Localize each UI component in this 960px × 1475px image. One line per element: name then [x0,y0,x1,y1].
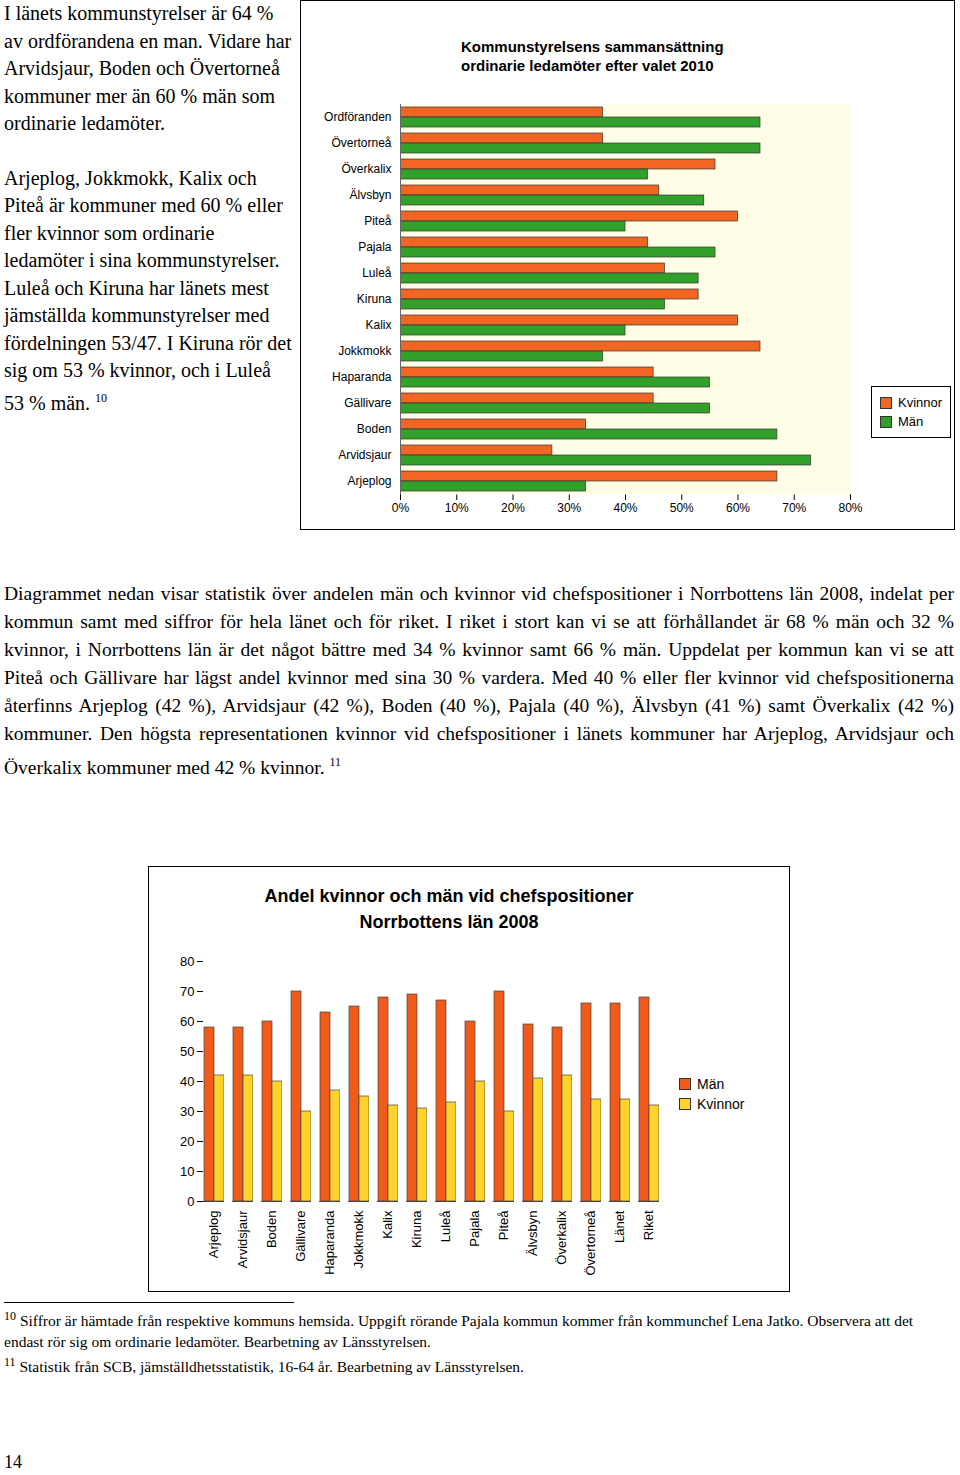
svg-text:Arjeplog: Arjeplog [206,1211,221,1259]
svg-text:30: 30 [180,1104,194,1119]
svg-text:Gällivare: Gällivare [344,396,392,410]
svg-text:Kalix: Kalix [380,1210,395,1239]
svg-text:0%: 0% [392,501,410,515]
svg-text:Piteå: Piteå [364,214,392,228]
svg-text:Luleå: Luleå [438,1210,453,1243]
svg-text:Övertorneå: Övertorneå [583,1210,598,1276]
svg-text:Jokkmokk: Jokkmokk [351,1210,366,1268]
html-text:Kvinnor: Kvinnor [697,1096,745,1112]
html-text:10Siffror är hämtade från resp: 10Siffror är hämtade från respektive kom… [4,1309,914,1351]
svg-text:Ordföranden: Ordföranden [324,110,391,124]
svg-text:Övertorneå: Övertorneå [331,136,391,150]
html-text:14: 14 [4,1452,22,1472]
svg-text:0: 0 [187,1194,194,1209]
svg-text:50%: 50% [670,501,694,515]
svg-text:10: 10 [180,1164,194,1179]
svg-text:Arvidsjaur: Arvidsjaur [235,1210,250,1268]
svg-text:Länet: Länet [612,1210,627,1243]
html-text:11Statistik från SCB, jämställ: 11Statistik från SCB, jämställdhetsstati… [4,1355,524,1376]
svg-text:Kiruna: Kiruna [357,292,392,306]
svg-text:Riket: Riket [641,1210,656,1240]
svg-text:10%: 10% [445,501,469,515]
svg-text:60: 60 [180,1014,194,1029]
svg-text:50: 50 [180,1044,194,1059]
html-text:I länets kommunstyrelser är 64: I länets kommunstyrelser är 64 % av ordf… [4,2,292,134]
svg-text:40: 40 [180,1074,194,1089]
html-text:Kommunstyrelsens sammansättnin: Kommunstyrelsens sammansättning ordinari… [461,38,724,74]
svg-text:Älvsbyn: Älvsbyn [349,188,391,202]
svg-text:Piteå: Piteå [496,1210,511,1240]
svg-text:80%: 80% [838,501,862,515]
html-text:Män: Män [898,414,924,429]
svg-text:70: 70 [180,984,194,999]
svg-text:Pajala: Pajala [358,240,392,254]
html-text:Män: Män [697,1076,725,1092]
svg-text:Haparanda: Haparanda [322,1210,337,1275]
svg-text:Överkalix: Överkalix [554,1210,569,1265]
svg-text:Kiruna: Kiruna [409,1210,424,1248]
svg-text:Jokkmokk: Jokkmokk [338,344,392,358]
svg-text:Boden: Boden [264,1211,279,1249]
svg-text:30%: 30% [557,501,581,515]
svg-text:Haparanda: Haparanda [332,370,392,384]
html-text:Arjeplog, Jokkmokk, Kalix och: Arjeplog, Jokkmokk, Kalix och Piteå är k… [4,166,292,414]
svg-text:Arvidsjaur: Arvidsjaur [338,448,391,462]
svg-text:40%: 40% [613,501,637,515]
svg-text:Överkalix: Överkalix [341,162,391,176]
svg-text:80: 80 [180,954,194,969]
svg-text:Gällivare: Gällivare [293,1211,308,1262]
html-text:Diagrammet nedan visar statist: Diagrammet nedan visar statistik över an… [4,583,954,778]
svg-text:Boden: Boden [357,422,392,436]
svg-text:Kalix: Kalix [365,318,391,332]
svg-text:60%: 60% [726,501,750,515]
svg-text:Älvsbyn: Älvsbyn [525,1211,540,1257]
html-text:Kvinnor: Kvinnor [898,395,943,410]
svg-text:20%: 20% [501,501,525,515]
svg-text:Pajala: Pajala [467,1210,482,1247]
html-text:Andel kvinnor och män vid chef: Andel kvinnor och män vid chefspositione… [264,886,634,932]
svg-text:Luleå: Luleå [362,266,392,280]
svg-text:70%: 70% [782,501,806,515]
svg-text:Arjeplog: Arjeplog [347,474,391,488]
svg-text:20: 20 [180,1134,194,1149]
